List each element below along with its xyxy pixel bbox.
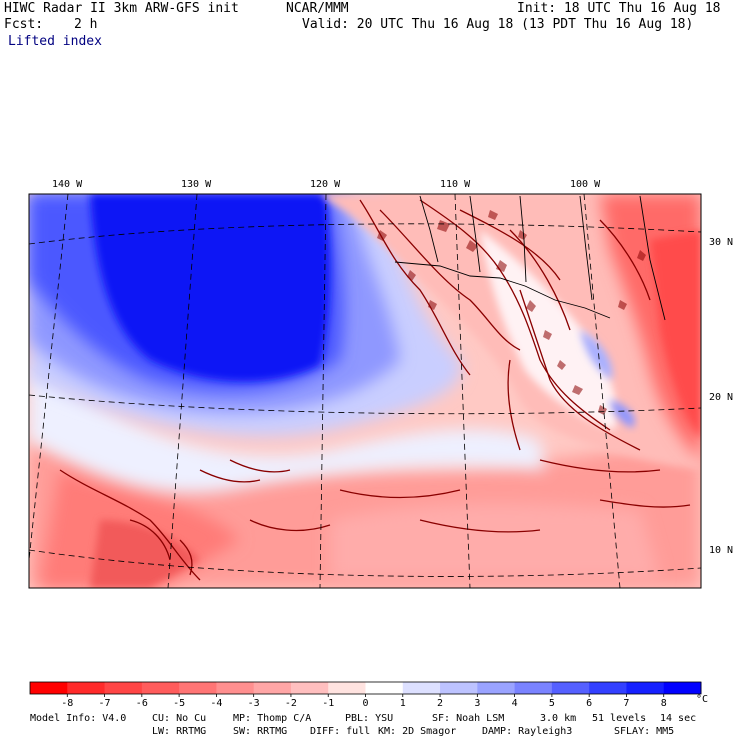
product-title: HIWC Radar II 3km ARW-GFS init — [4, 1, 239, 16]
colorbar-swatch — [663, 682, 702, 694]
colorbar-unit: °C — [696, 694, 709, 705]
colorbar-tick-label: -8 — [61, 698, 73, 709]
colorbar-swatch — [30, 682, 68, 694]
footer-resolution: 3.0 km — [540, 713, 577, 724]
forecast-label: Fcst: — [4, 17, 44, 32]
colorbar-tick-label: -7 — [99, 698, 111, 709]
colorbar-tick-label: 2 — [437, 698, 443, 709]
colorbar-tick-label: -1 — [322, 698, 334, 709]
colorbar-swatch — [402, 682, 441, 694]
footer-diff: DIFF: full — [310, 726, 371, 737]
map-frame — [28, 193, 702, 589]
colorbar-swatch — [626, 682, 665, 694]
colorbar-swatch — [551, 682, 590, 694]
colorbar-swatch — [216, 682, 255, 694]
map-field — [29, 194, 701, 588]
colorbar-swatch — [328, 682, 366, 694]
lat-label-30n: 30 N — [709, 237, 734, 248]
colorbar-tick-label: 4 — [512, 698, 518, 709]
colorbar-swatch — [179, 682, 217, 694]
lon-label-120w: 120 W — [310, 179, 341, 190]
footer-pbl: PBL: YSU — [345, 713, 394, 724]
footer-mp: MP: Thomp C/A — [233, 713, 312, 724]
colorbar-swatch — [365, 682, 404, 694]
colorbar-tick-label: 0 — [362, 698, 368, 709]
colorbar-swatch — [514, 682, 553, 694]
footer-sf: SF: Noah LSM — [432, 713, 505, 724]
lon-label-110w: 110 W — [440, 179, 471, 190]
footer-km: KM: 2D Smagor — [378, 726, 457, 737]
footer-model-info: Model Info: V4.0 — [30, 713, 127, 724]
latlon-grid — [29, 194, 701, 588]
init-time: Init: 18 UTC Thu 16 Aug 18 — [517, 1, 721, 16]
colorbar-swatch — [589, 682, 627, 694]
lat-label-10n: 10 N — [709, 545, 734, 556]
colorbar-tick-label: 6 — [586, 698, 592, 709]
organization-label: NCAR/MMM — [286, 1, 349, 16]
colorbar-swatch — [104, 682, 143, 694]
colorbar-tick-label: -3 — [248, 698, 260, 709]
field-name: Lifted index — [8, 34, 102, 49]
colorbar-tick-label: -4 — [210, 698, 222, 709]
colorbar: -8 -7 -6 -5 -4 -3 -2 -1 0 1 2 3 4 5 6 7 8 — [29, 681, 702, 709]
colorbar-tick-label: -2 — [285, 698, 297, 709]
colorbar-tick-label: 1 — [400, 698, 406, 709]
footer-damp: DAMP: Rayleigh3 — [482, 726, 573, 737]
colorbar-tick-label: 5 — [549, 698, 555, 709]
colorbar-tick-label: 7 — [623, 698, 629, 709]
footer-lw: LW: RRTMG — [152, 726, 207, 737]
lon-label-140w: 140 W — [52, 179, 83, 190]
footer-sflay: SFLAY: MM5 — [614, 726, 675, 737]
lat-label-20n: 20 N — [709, 392, 734, 403]
colorbar-swatch — [290, 682, 329, 694]
forecast-hour: 2 h — [74, 17, 98, 32]
terrain-contours — [59, 199, 691, 581]
colorbar-tick-label: 3 — [474, 698, 480, 709]
footer-levels: 51 levels — [592, 713, 647, 724]
political-boundaries — [394, 195, 666, 321]
colorbar-swatch — [477, 682, 516, 694]
colorbar-swatch — [67, 682, 106, 694]
colorbar-tick-label: -6 — [136, 698, 148, 709]
colorbar-swatch — [440, 682, 478, 694]
valid-time: Valid: 20 UTC Thu 16 Aug 18 (13 PDT Thu … — [302, 17, 694, 32]
lon-label-130w: 130 W — [181, 179, 212, 190]
lon-label-100w: 100 W — [570, 179, 601, 190]
colorbar-swatch — [253, 682, 292, 694]
footer-timestep: 14 sec — [660, 713, 697, 724]
colorbar-tick-label: 8 — [661, 698, 667, 709]
footer-sw: SW: RRTMG — [233, 726, 288, 737]
footer-cu: CU: No Cu — [152, 713, 207, 724]
colorbar-tick-label: -5 — [173, 698, 185, 709]
colorbar-swatch — [141, 682, 180, 694]
